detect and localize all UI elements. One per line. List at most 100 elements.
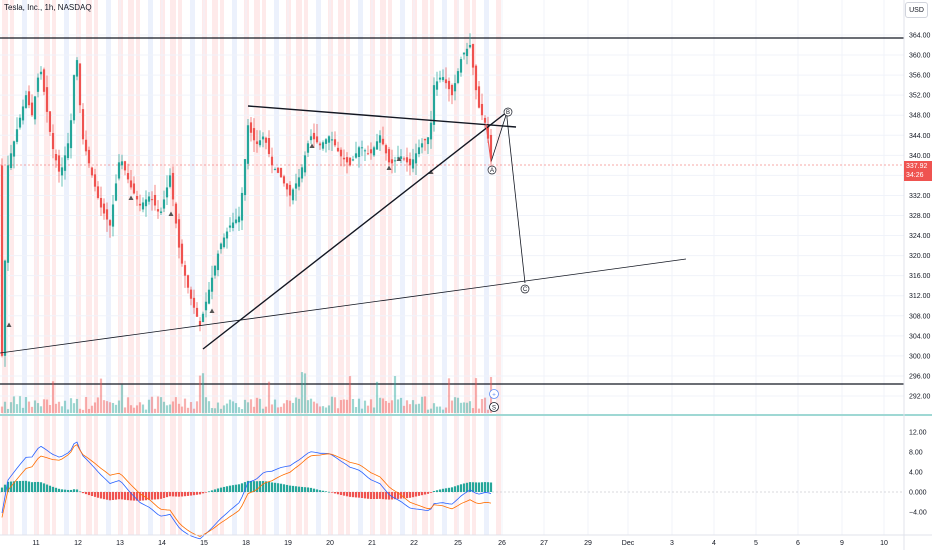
candle-body (336, 147, 340, 152)
volume-bar (303, 373, 307, 413)
macd-hist-bar (225, 486, 229, 492)
time-axis-label: 29 (584, 540, 592, 547)
candle-body (372, 147, 376, 156)
volume-bar (465, 402, 469, 413)
macd-hist-bar (336, 492, 340, 495)
volume-bar (159, 397, 163, 413)
time-axis[interactable]: 11 12 13 14 15 18 19 20 21 22 25 26 27 29 Dec 3 4 5 6 9 10 (32, 540, 888, 547)
volume-bar (246, 402, 250, 413)
candle-body (399, 156, 403, 159)
volume-bar (315, 403, 319, 413)
macd-hist-bar (315, 489, 319, 492)
volume-bar (441, 409, 445, 413)
candle-body (393, 160, 397, 162)
candle-body (294, 183, 298, 189)
candle-body (474, 65, 478, 91)
volume-bar (69, 398, 73, 413)
macd-hist-bar (168, 492, 172, 497)
price-axis-label: 364.00 (909, 33, 931, 40)
macd-hist-bar (63, 489, 67, 492)
candle-body (465, 48, 469, 57)
candle-body (6, 165, 10, 263)
long-trend-line[interactable] (0, 258, 687, 354)
macd-line (1, 441, 492, 540)
volume-bar (339, 400, 343, 413)
macd-hist-bar (90, 492, 94, 497)
candle-body (285, 183, 289, 190)
volume-bar (270, 404, 274, 413)
macd-hist-bar (429, 492, 433, 493)
candle-body (282, 176, 286, 184)
candle-body (15, 129, 19, 142)
macd-hist-bar (33, 482, 37, 492)
macd-hist-bar (348, 492, 352, 497)
volume-bar (180, 406, 184, 413)
candle-body (129, 180, 133, 188)
macd-hist-bar (39, 482, 43, 492)
price-axis-label: 308.00 (909, 313, 931, 320)
price-axis-label: 316.00 (909, 273, 931, 280)
macd-hist-bar (288, 485, 292, 492)
wave-label-b[interactable]: B (503, 107, 513, 117)
volume-bar (405, 400, 409, 413)
price-axis-label: 304.00 (909, 333, 931, 340)
macd-hist-bar (45, 484, 49, 492)
price-axis-label: 360.00 (909, 53, 931, 60)
volume-bar (90, 405, 94, 413)
earnings-icon[interactable]: S (489, 402, 499, 412)
time-axis-label: 11 (32, 540, 39, 547)
macd-hist-bar (6, 481, 10, 492)
wave-label-c[interactable]: C (520, 284, 530, 294)
candle-body (48, 111, 52, 132)
volume-bar (48, 404, 52, 413)
candle-body (405, 157, 409, 163)
macd-hist-bar (219, 487, 223, 492)
volume-bar (153, 408, 157, 413)
volume-bar (264, 406, 268, 413)
volume-bar (309, 398, 313, 413)
wave-label-a[interactable]: A (487, 165, 497, 175)
wedge-upper-line[interactable] (247, 105, 517, 128)
macd-hist-bar (270, 482, 274, 492)
candle-body (279, 167, 283, 178)
candle-body (273, 169, 277, 171)
candle-body (300, 167, 304, 179)
volume-bar (204, 397, 208, 413)
volume-bars (0, 372, 493, 413)
candle-body (81, 109, 85, 140)
volume-bar (102, 400, 106, 413)
candle-body (354, 153, 358, 158)
time-axis-label: 27 (540, 540, 548, 547)
macd-hist-bar (261, 481, 265, 492)
volume-bar (276, 407, 280, 413)
macd-hist-bar (42, 483, 46, 492)
candle-body (36, 77, 40, 92)
dividends-icon[interactable]: + (489, 389, 499, 399)
macd-hist-bar (480, 482, 484, 492)
candle-body (78, 63, 82, 106)
macd-hist-bar (123, 492, 127, 500)
macd-hist-bar (231, 485, 235, 492)
volume-bar (93, 402, 97, 413)
candle-body (411, 159, 415, 169)
candle-body (462, 52, 466, 55)
candle-body (39, 71, 43, 75)
candle-body (408, 158, 412, 166)
macd-axis[interactable]: 12.00 8.00 4.00 0.000 −4.00 (909, 430, 927, 517)
wedge-lower-line[interactable] (202, 111, 508, 350)
price-axis[interactable]: 364.00 360.00 356.00 352.00 348.00 344.00 340.… (909, 33, 931, 401)
macd-hist-bar (354, 492, 358, 498)
time-axis-label: 9 (840, 540, 844, 547)
currency-button[interactable]: USD (905, 2, 928, 18)
volume-bar (216, 402, 220, 413)
volume-bar (474, 378, 478, 413)
volume-bar (420, 396, 424, 413)
candle-body (456, 71, 460, 83)
candle-body (231, 222, 235, 229)
candle-body (426, 137, 430, 145)
volume-bar (252, 406, 256, 413)
candle-body (234, 219, 238, 223)
candle-body (324, 139, 328, 144)
macd-hist-bar (246, 480, 250, 492)
